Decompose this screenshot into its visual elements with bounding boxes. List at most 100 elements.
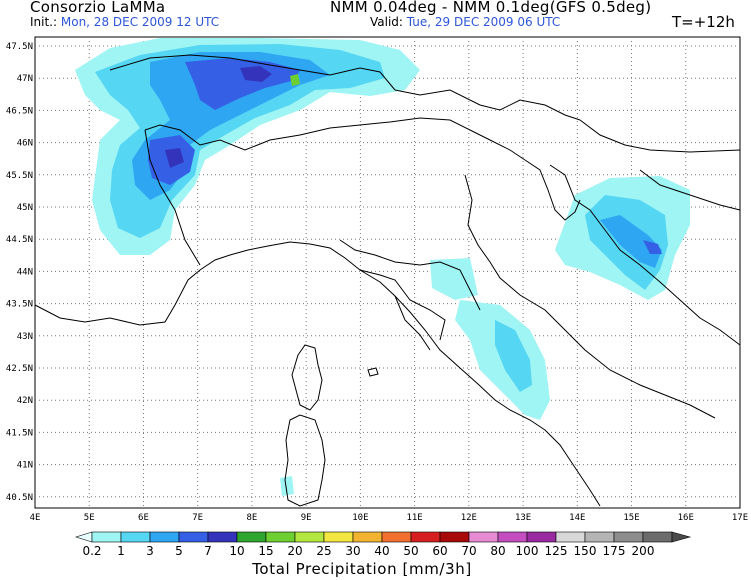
colorbar-swatch <box>352 531 383 543</box>
elba <box>367 367 379 377</box>
init-time: Init.: Mon, 28 DEC 2009 12 UTC <box>30 15 219 29</box>
coast-adriatic-west <box>464 174 716 419</box>
colorbar-swatch <box>468 531 499 543</box>
coastlines <box>34 54 741 507</box>
precip-adriatic-east-heavy <box>643 240 662 254</box>
lon-label: 9E <box>301 513 312 523</box>
lon-label: 10E <box>352 513 368 523</box>
colorbar-tick-label: 7 <box>204 544 212 558</box>
organization-name: Consorzio LaMMa <box>30 0 166 16</box>
precip-alps-peak <box>290 74 300 86</box>
colorbar-tick-label: 10 <box>229 544 244 558</box>
colorbar-swatch <box>91 531 122 543</box>
colorbar-tick-label: 15 <box>258 544 273 558</box>
lat-label: 45.5N <box>6 171 33 181</box>
colorbar-swatch <box>613 531 644 543</box>
lat-label: 41.5N <box>6 428 33 438</box>
colorbar-tick-label: 100 <box>516 544 539 558</box>
colorbar-tick-label: 20 <box>287 544 302 558</box>
colorbar-tick-label: 70 <box>461 544 476 558</box>
colorbar-tick-label: 25 <box>316 544 331 558</box>
lon-label: 16E <box>678 513 694 523</box>
lon-label: 5E <box>84 513 95 523</box>
lat-label: 42N <box>17 396 33 406</box>
colorbar-tick-label: 0.2 <box>82 544 101 558</box>
colorbar-tick-label: 150 <box>574 544 597 558</box>
lat-label: 43N <box>17 332 33 342</box>
colorbar-swatch <box>381 531 412 543</box>
colorbar-tick-label: 40 <box>374 544 389 558</box>
lat-label: 41N <box>17 461 33 471</box>
init-label: Init.: <box>30 15 58 29</box>
corsica <box>291 344 323 411</box>
lat-label: 44.5N <box>6 235 33 245</box>
lat-lon-grid <box>35 37 740 508</box>
colorbar-tick-label: 175 <box>603 544 626 558</box>
lon-label: 12E <box>461 513 477 523</box>
colorbar-tick-label: 80 <box>490 544 505 558</box>
colorbar-swatch <box>555 531 586 543</box>
colorbar-tick-label: 1 <box>117 544 125 558</box>
lon-label: 14E <box>569 513 585 523</box>
colorbar-swatch <box>439 531 470 543</box>
sardinia <box>284 414 326 507</box>
lon-label: 17E <box>732 513 748 523</box>
longitude-labels: 4E 5E 6E 7E 8E 9E 10E 11E 12E 13E 14E 15E 16E 17E <box>30 513 749 523</box>
france-italy-border <box>144 129 201 266</box>
lat-label: 45N <box>17 203 33 213</box>
colorbar-swatch <box>149 531 180 543</box>
map-header: Consorzio LaMMa NMM 0.04deg - NMM 0.1deg… <box>0 0 751 36</box>
precip-adriatic-east-strong <box>600 215 662 268</box>
colorbar-title: Total Precipitation [mm/3h] <box>251 560 472 578</box>
lon-label: 6E <box>138 513 149 523</box>
colorbar-swatch <box>120 531 151 543</box>
colorbar-swatch <box>294 531 325 543</box>
lon-label: 13E <box>515 513 531 523</box>
valid-label: Valid: <box>370 15 403 29</box>
lat-label: 46N <box>17 139 33 149</box>
coast-france-liguria <box>34 241 601 507</box>
precip-alps-heavy <box>185 58 300 110</box>
colorbar-tick-label: 30 <box>345 544 360 558</box>
lon-label: 4E <box>30 513 41 523</box>
precip-alps-core-2 <box>165 148 184 168</box>
colorbar-swatch <box>497 531 528 543</box>
latitude-labels: 47.5N 47N 46.5N 46N 45.5N 45N 44.5N 44N 43.5N 43N… <box>6 42 33 503</box>
colorbar-tick-label: 5 <box>175 544 183 558</box>
lat-label: 40.5N <box>6 493 33 503</box>
coast-istria <box>524 159 581 221</box>
lat-label: 42.5N <box>6 364 33 374</box>
colorbar-swatch <box>265 531 296 543</box>
colorbar-tick-label: 200 <box>632 544 655 558</box>
italy-north-border <box>144 117 526 161</box>
swiss-border <box>109 54 396 91</box>
lead-time: T=+12h <box>672 13 735 31</box>
precip-alps-core <box>240 66 272 82</box>
lon-label: 8E <box>247 513 258 523</box>
valid-time: Valid: Tue, 29 DEC 2009 06 UTC <box>370 15 560 29</box>
precip-umbria <box>430 258 478 300</box>
colorbar-tick-label: 50 <box>403 544 418 558</box>
precip-sardinia-spot <box>280 476 294 496</box>
colorbar-swatch <box>642 531 673 543</box>
lat-label: 43.5N <box>6 300 33 310</box>
colorbar-swatch <box>323 531 354 543</box>
colorbar-tick-label: 60 <box>432 544 447 558</box>
valid-value: Tue, 29 DEC 2009 06 UTC <box>406 15 561 29</box>
init-value: Mon, 28 DEC 2009 12 UTC <box>60 15 220 29</box>
croatia-border <box>579 119 741 153</box>
tuscany-regions <box>339 239 481 351</box>
bosnia-border <box>639 169 741 211</box>
lon-label: 7E <box>192 513 203 523</box>
precipitation-colorbar <box>74 531 692 543</box>
lon-label: 15E <box>623 513 639 523</box>
colorbar-swatch <box>236 531 267 543</box>
colorbar-tick-label: 3 <box>146 544 154 558</box>
colorbar-arrow-left <box>74 531 93 543</box>
colorbar-tick-label: 125 <box>545 544 568 558</box>
coast-adriatic-east <box>549 164 741 346</box>
austria-slovenia-border <box>394 89 581 121</box>
colorbar-swatch <box>410 531 441 543</box>
model-name: NMM 0.04deg - NMM 0.1deg(GFS 0.5deg) <box>330 0 652 16</box>
